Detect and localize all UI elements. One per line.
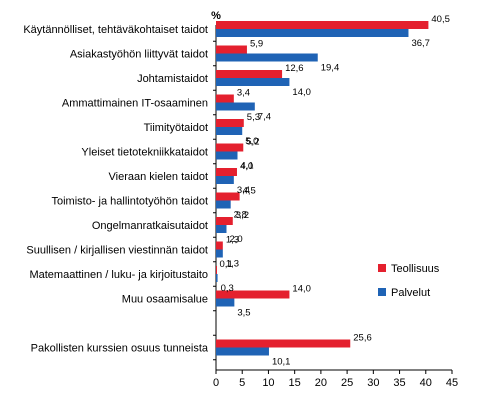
- category-label: Muu osaamisalue: [122, 294, 208, 306]
- teollisuus-bar: [216, 241, 223, 250]
- x-tick-label: 20: [315, 377, 327, 389]
- teollisuus-value-label: 0,1: [220, 259, 233, 270]
- palvelut-value-label: 1,3: [226, 259, 239, 270]
- category-label: Tiimityötaidot: [144, 122, 208, 134]
- palvelut-bar: [216, 298, 235, 307]
- x-tick-label: 5: [239, 377, 245, 389]
- category-label: Matemaattinen / luku- ja kirjoitustaito: [29, 269, 208, 281]
- teollisuus-value-label: 5,3: [247, 112, 260, 123]
- palvelut-bar: [216, 127, 243, 135]
- palvelut-bar: [216, 225, 227, 233]
- teollisuus-value-label: 5,2: [246, 137, 259, 148]
- x-tick-label: 40: [420, 377, 432, 389]
- category-label: Käytännölliset, tehtäväkohtaiset taidot: [23, 24, 208, 36]
- x-tick-label: 10: [262, 377, 274, 389]
- palvelut-value-label: 36,7: [411, 38, 430, 49]
- teollisuus-value-label: 40,5: [431, 14, 450, 25]
- category-label: Vieraan kielen taidot: [109, 171, 208, 183]
- palvelut-value-label: 5,0: [245, 136, 258, 147]
- legend-swatch: [378, 288, 386, 296]
- teollisuus-bar: [216, 119, 244, 127]
- teollisuus-value-label: 5,9: [250, 39, 263, 50]
- teollisuus-bar: [216, 168, 237, 176]
- labels-layer: Käytännölliset, tehtäväkohtaiset taidot A…: [23, 14, 450, 368]
- palvelut-bar: [216, 249, 223, 258]
- teollisuus-bar: [216, 94, 234, 103]
- category-label: Suullisen / kirjallisen viestinnän taido…: [26, 245, 208, 257]
- legend: Teollisuus Palvelut: [378, 263, 440, 299]
- x-tick-label: 0: [213, 377, 219, 389]
- palvelut-value-label: 14,0: [292, 87, 311, 98]
- x-tick-label: 35: [393, 377, 405, 389]
- palvelut-value-label: 10,1: [272, 357, 291, 368]
- palvelut-value-label: 3,4: [237, 185, 250, 196]
- category-label: Asiakastyöhön liittyvät taidot: [70, 49, 208, 61]
- palvelut-value-label: 7,4: [258, 112, 271, 123]
- teollisuus-bar: [216, 70, 283, 78]
- teollisuus-value-label: 14,0: [292, 284, 311, 295]
- palvelut-bar: [216, 78, 290, 86]
- category-label: Ammattimainen IT-osaaminen: [62, 98, 208, 110]
- teollisuus-value-label: 3,2: [236, 210, 249, 221]
- palvelut-value-label: 19,4: [321, 63, 340, 74]
- teollisuus-bar: [216, 217, 233, 225]
- category-label: Ongelmanratkaisutaidot: [92, 220, 208, 232]
- palvelut-value-label: 2,8: [234, 210, 247, 221]
- teollisuus-value-label: 25,6: [353, 333, 372, 344]
- x-tick-label: 25: [341, 377, 353, 389]
- category-label: Yleiset tietotekniikkataidot: [81, 147, 208, 159]
- legend-label: Palvelut: [391, 287, 430, 299]
- category-label: Toimisto- ja hallintotyöhön taidot: [51, 196, 208, 208]
- palvelut-bar: [216, 53, 318, 62]
- category-label: Johtamistaidot: [137, 73, 208, 85]
- teollisuus-bar: [216, 45, 247, 54]
- teollisuus-value-label: 1,3: [226, 235, 239, 246]
- category-label: Pakollisten kurssien osuus tunneista: [31, 343, 209, 355]
- x-tick-label: 15: [289, 377, 301, 389]
- palvelut-value-label: 2,0: [229, 234, 242, 245]
- legend-swatch: [378, 264, 386, 272]
- palvelut-bar: [216, 274, 218, 282]
- teollisuus-value-label: 4,0: [240, 161, 253, 172]
- bars-layer: [216, 21, 429, 356]
- teollisuus-bar: [216, 339, 351, 348]
- palvelut-bar: [216, 347, 269, 356]
- teollisuus-bar: [216, 266, 217, 274]
- palvelut-bar: [216, 176, 234, 184]
- legend-label: Teollisuus: [391, 263, 440, 275]
- teollisuus-value-label: 3,4: [237, 88, 250, 99]
- teollisuus-value-label: 4,5: [243, 186, 256, 197]
- teollisuus-bar: [216, 143, 244, 152]
- palvelut-bar: [216, 29, 409, 37]
- unit-label: %: [211, 10, 221, 22]
- teollisuus-bar: [216, 21, 429, 29]
- x-tick-label: 30: [367, 377, 379, 389]
- palvelut-bar: [216, 102, 255, 111]
- teollisuus-value-label: 12,6: [285, 63, 304, 74]
- teollisuus-bar: [216, 290, 290, 299]
- palvelut-value-label: 3,5: [237, 308, 250, 319]
- palvelut-value-label: 0,3: [221, 283, 234, 294]
- palvelut-bar: [216, 200, 231, 209]
- palvelut-bar: [216, 151, 238, 160]
- palvelut-value-label: 4,1: [241, 161, 254, 172]
- teollisuus-bar: [216, 192, 240, 201]
- x-tick-label: 45: [446, 377, 458, 389]
